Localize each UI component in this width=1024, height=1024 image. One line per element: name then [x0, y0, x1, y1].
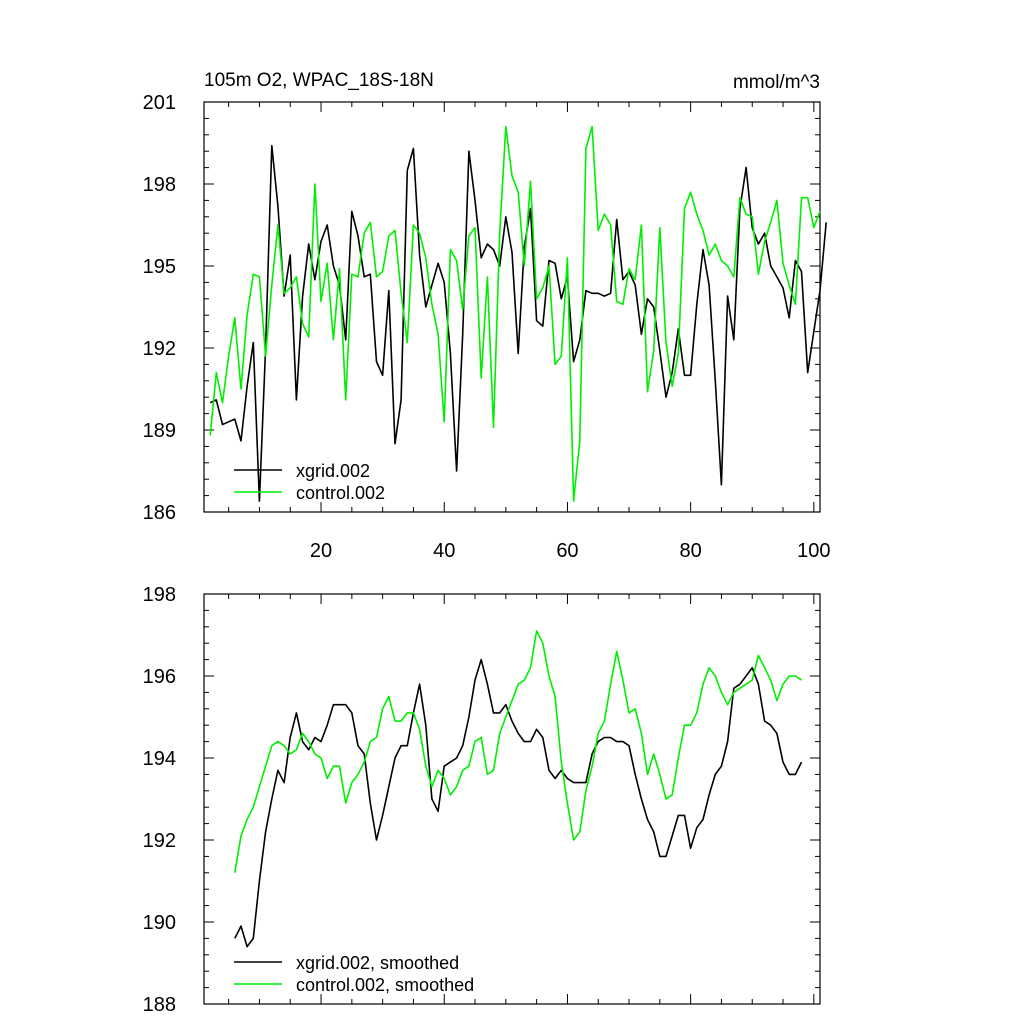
- legend-label: control.002, smoothed: [296, 975, 474, 995]
- axis-ticks-top: [204, 101, 820, 513]
- series-lines-bottom: [234, 630, 803, 948]
- y-tick-label: 201: [143, 92, 176, 114]
- series-line: [234, 658, 803, 948]
- x-tick-label: 100: [797, 540, 830, 562]
- series-line: [209, 144, 827, 502]
- y-tick-label: 186: [143, 502, 176, 524]
- x-tick-label: 60: [556, 540, 578, 562]
- y-tick-label: 189: [143, 420, 176, 442]
- legend-label: control.002: [296, 483, 385, 503]
- y-tick-label: 195: [143, 256, 176, 278]
- legend-label: xgrid.002: [296, 461, 370, 481]
- plot-frame-top: [203, 101, 821, 513]
- series-lines-top: [209, 125, 827, 502]
- x-tick-label: 20: [310, 540, 332, 562]
- tick-labels-top: 186 189 192 195 198 201 20 40 60 80 100: [143, 92, 831, 562]
- x-tick-label: 80: [680, 540, 702, 562]
- y-tick-label: 190: [143, 912, 176, 934]
- axis-ticks-bottom: [204, 593, 820, 1005]
- series-line: [209, 125, 821, 502]
- units-label: mmol/m^3: [733, 72, 820, 93]
- y-tick-label: 198: [143, 584, 176, 606]
- y-tick-label: 192: [143, 830, 176, 852]
- chart-title: 105m O2, WPAC_18S-18N: [204, 70, 434, 91]
- legend-label: xgrid.002, smoothed: [296, 953, 459, 973]
- top-panel: 105m O2, WPAC_18S-18N mmol/m^3 186 189 192…: [143, 70, 831, 562]
- plot-frame-bottom: [203, 593, 821, 1005]
- y-tick-label: 198: [143, 174, 176, 196]
- y-tick-label: 194: [143, 748, 176, 770]
- bottom-panel: 188 190 192 194 196 198 xgrid.002, smoothedco…: [143, 584, 821, 1016]
- y-tick-label: 188: [143, 994, 176, 1016]
- y-tick-label: 196: [143, 666, 176, 688]
- tick-labels-bottom: 188 190 192 194 196 198: [143, 584, 176, 1016]
- x-tick-label: 40: [433, 540, 455, 562]
- y-tick-label: 192: [143, 338, 176, 360]
- series-line: [234, 630, 802, 873]
